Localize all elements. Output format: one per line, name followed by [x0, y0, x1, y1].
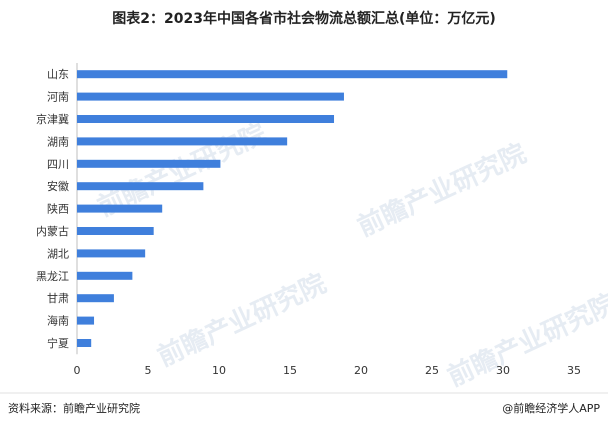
bar — [77, 92, 344, 101]
category-label: 湖北 — [47, 247, 69, 260]
bar — [77, 115, 335, 123]
x-tick-label: 5 — [145, 364, 152, 377]
bar — [77, 204, 163, 213]
x-tick-label: 10 — [212, 364, 226, 377]
bar — [77, 271, 133, 280]
bar — [77, 70, 508, 79]
category-label: 京津冀 — [36, 112, 69, 126]
category-label: 内蒙古 — [36, 224, 69, 238]
x-tick-label: 0 — [74, 364, 81, 377]
category-label: 湖南 — [47, 135, 69, 148]
category-label: 山东 — [47, 68, 69, 81]
category-label: 陕西 — [47, 202, 69, 216]
x-tick-label: 25 — [425, 364, 439, 377]
x-tick-label: 35 — [567, 364, 581, 377]
brand-note: @前瞻经济学人APP — [502, 402, 600, 415]
bar — [77, 137, 288, 146]
bar — [77, 227, 154, 235]
category-label: 海南 — [47, 314, 69, 328]
category-label: 四川 — [47, 158, 69, 171]
bar — [77, 294, 114, 303]
bar — [77, 182, 204, 191]
x-tick-label: 30 — [496, 364, 510, 377]
bar — [77, 339, 92, 347]
category-label: 河南 — [47, 91, 69, 104]
bar — [77, 159, 221, 168]
source-note: 资料来源：前瞻产业研究院 — [8, 402, 140, 415]
x-tick-label: 20 — [354, 364, 368, 377]
bar — [77, 249, 146, 258]
x-tick-label: 15 — [283, 364, 297, 377]
chart-title: 图表2：2023年中国各省市社会物流总额汇总(单位：万亿元) — [112, 11, 496, 27]
category-label: 宁夏 — [47, 336, 69, 350]
category-label: 甘肃 — [47, 292, 69, 305]
category-label: 黑龙江 — [36, 270, 69, 283]
bar — [77, 316, 95, 325]
category-label: 安徽 — [47, 179, 69, 193]
